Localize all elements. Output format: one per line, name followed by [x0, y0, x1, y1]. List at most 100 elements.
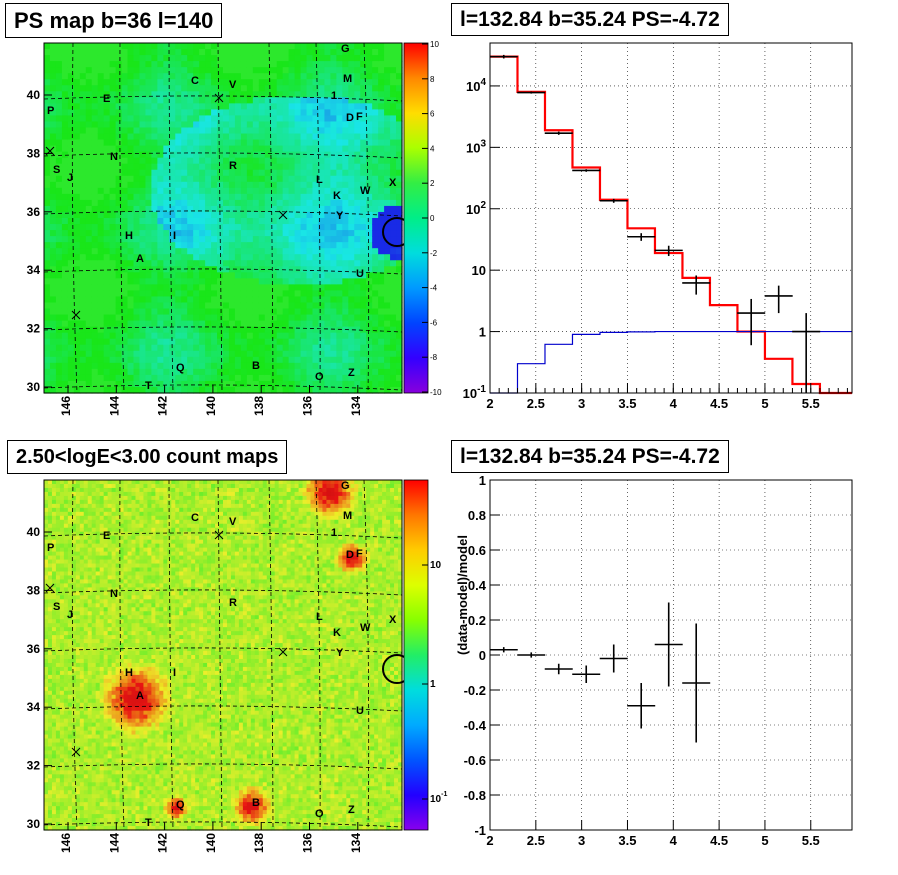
map-cell	[199, 254, 206, 261]
map-cell	[252, 97, 260, 104]
map-cell	[342, 236, 349, 243]
map-cell	[67, 326, 75, 334]
map-cell	[187, 386, 194, 394]
map-cell	[44, 511, 49, 517]
map-cell	[175, 49, 182, 56]
map-cell	[223, 266, 230, 273]
map-cell	[63, 818, 69, 823]
map-cell	[133, 284, 141, 292]
map-cell	[115, 302, 123, 310]
map-cell	[390, 362, 397, 370]
map-cell	[384, 55, 391, 62]
map-cell	[75, 702, 81, 708]
map-cell	[44, 248, 51, 255]
map-cell	[193, 278, 200, 285]
map-cell	[234, 187, 242, 195]
map-cell	[300, 187, 308, 195]
map-cell	[55, 308, 63, 316]
map-cell	[258, 290, 266, 298]
map-cell	[360, 338, 367, 346]
map-cell	[264, 55, 272, 62]
map-cell	[282, 218, 290, 225]
map-cell	[366, 193, 373, 201]
map-cell	[276, 115, 284, 123]
map-cell	[79, 199, 87, 207]
map-cell	[199, 320, 206, 328]
map-cell	[79, 85, 87, 92]
map-cell	[360, 302, 367, 310]
map-cell	[115, 97, 123, 104]
map-cell	[95, 575, 101, 581]
map-cell	[246, 79, 254, 86]
map-cell	[79, 115, 87, 123]
map-cell	[79, 567, 85, 573]
map-cell	[87, 499, 93, 505]
map-cell	[59, 682, 65, 688]
map-cell	[276, 133, 284, 141]
map-cell	[360, 133, 367, 141]
map-cell	[246, 163, 254, 171]
map-cell	[91, 734, 97, 740]
map-cell	[59, 611, 65, 616]
map-cell	[139, 296, 147, 304]
spectrum-title: l=132.84 b=35.24 PS=-4.72	[451, 3, 729, 36]
map-cell	[67, 730, 73, 736]
map-cell	[79, 480, 85, 485]
map-cell	[312, 248, 320, 255]
map-cell	[330, 85, 337, 92]
map-cell	[282, 368, 290, 376]
map-cell	[63, 662, 69, 668]
map-cell	[205, 205, 212, 213]
map-cell	[151, 127, 158, 135]
map-cell	[79, 702, 85, 708]
map-cell	[55, 43, 63, 50]
map-cell	[49, 109, 57, 117]
map-cell	[79, 356, 87, 364]
map-cell	[63, 754, 69, 760]
map-cell	[59, 567, 65, 573]
map-cell	[55, 338, 63, 346]
map-cell	[336, 163, 343, 171]
map-cell	[67, 826, 73, 831]
map-cell	[109, 266, 117, 273]
map-cell	[49, 236, 57, 243]
map-cell	[348, 49, 355, 56]
map-cell	[127, 151, 135, 159]
map-cell	[348, 230, 355, 237]
map-cell	[47, 742, 53, 748]
map-cell	[75, 519, 81, 525]
map-cell	[199, 115, 206, 123]
map-cell	[121, 332, 129, 340]
map-cell	[87, 734, 93, 740]
map-cell	[181, 49, 188, 56]
map-cell	[51, 507, 57, 513]
map-cell	[61, 338, 69, 346]
map-cell	[306, 344, 314, 352]
map-cell	[145, 266, 152, 273]
map-cell	[348, 97, 355, 104]
map-cell	[71, 511, 77, 517]
map-cell	[205, 85, 212, 92]
map-cell	[157, 55, 164, 62]
map-cell	[63, 718, 69, 724]
map-cell	[63, 555, 69, 561]
map-cell	[73, 163, 81, 171]
map-cell	[67, 480, 73, 485]
map-cell	[366, 236, 373, 243]
map-cell	[44, 290, 51, 298]
map-cell	[51, 551, 57, 557]
map-cell	[63, 678, 69, 684]
map-cell	[366, 344, 373, 352]
map-cell	[91, 790, 97, 795]
map-cell	[354, 121, 361, 129]
map-cell	[91, 818, 97, 823]
map-cell	[312, 163, 320, 171]
map-cell	[59, 662, 65, 668]
map-cell	[61, 139, 69, 147]
map-grid-lon	[217, 42, 223, 394]
map-cell	[121, 368, 129, 376]
map-cell	[79, 531, 85, 537]
map-cell	[330, 350, 337, 358]
map-cell	[264, 224, 272, 231]
map-cell	[127, 103, 135, 110]
